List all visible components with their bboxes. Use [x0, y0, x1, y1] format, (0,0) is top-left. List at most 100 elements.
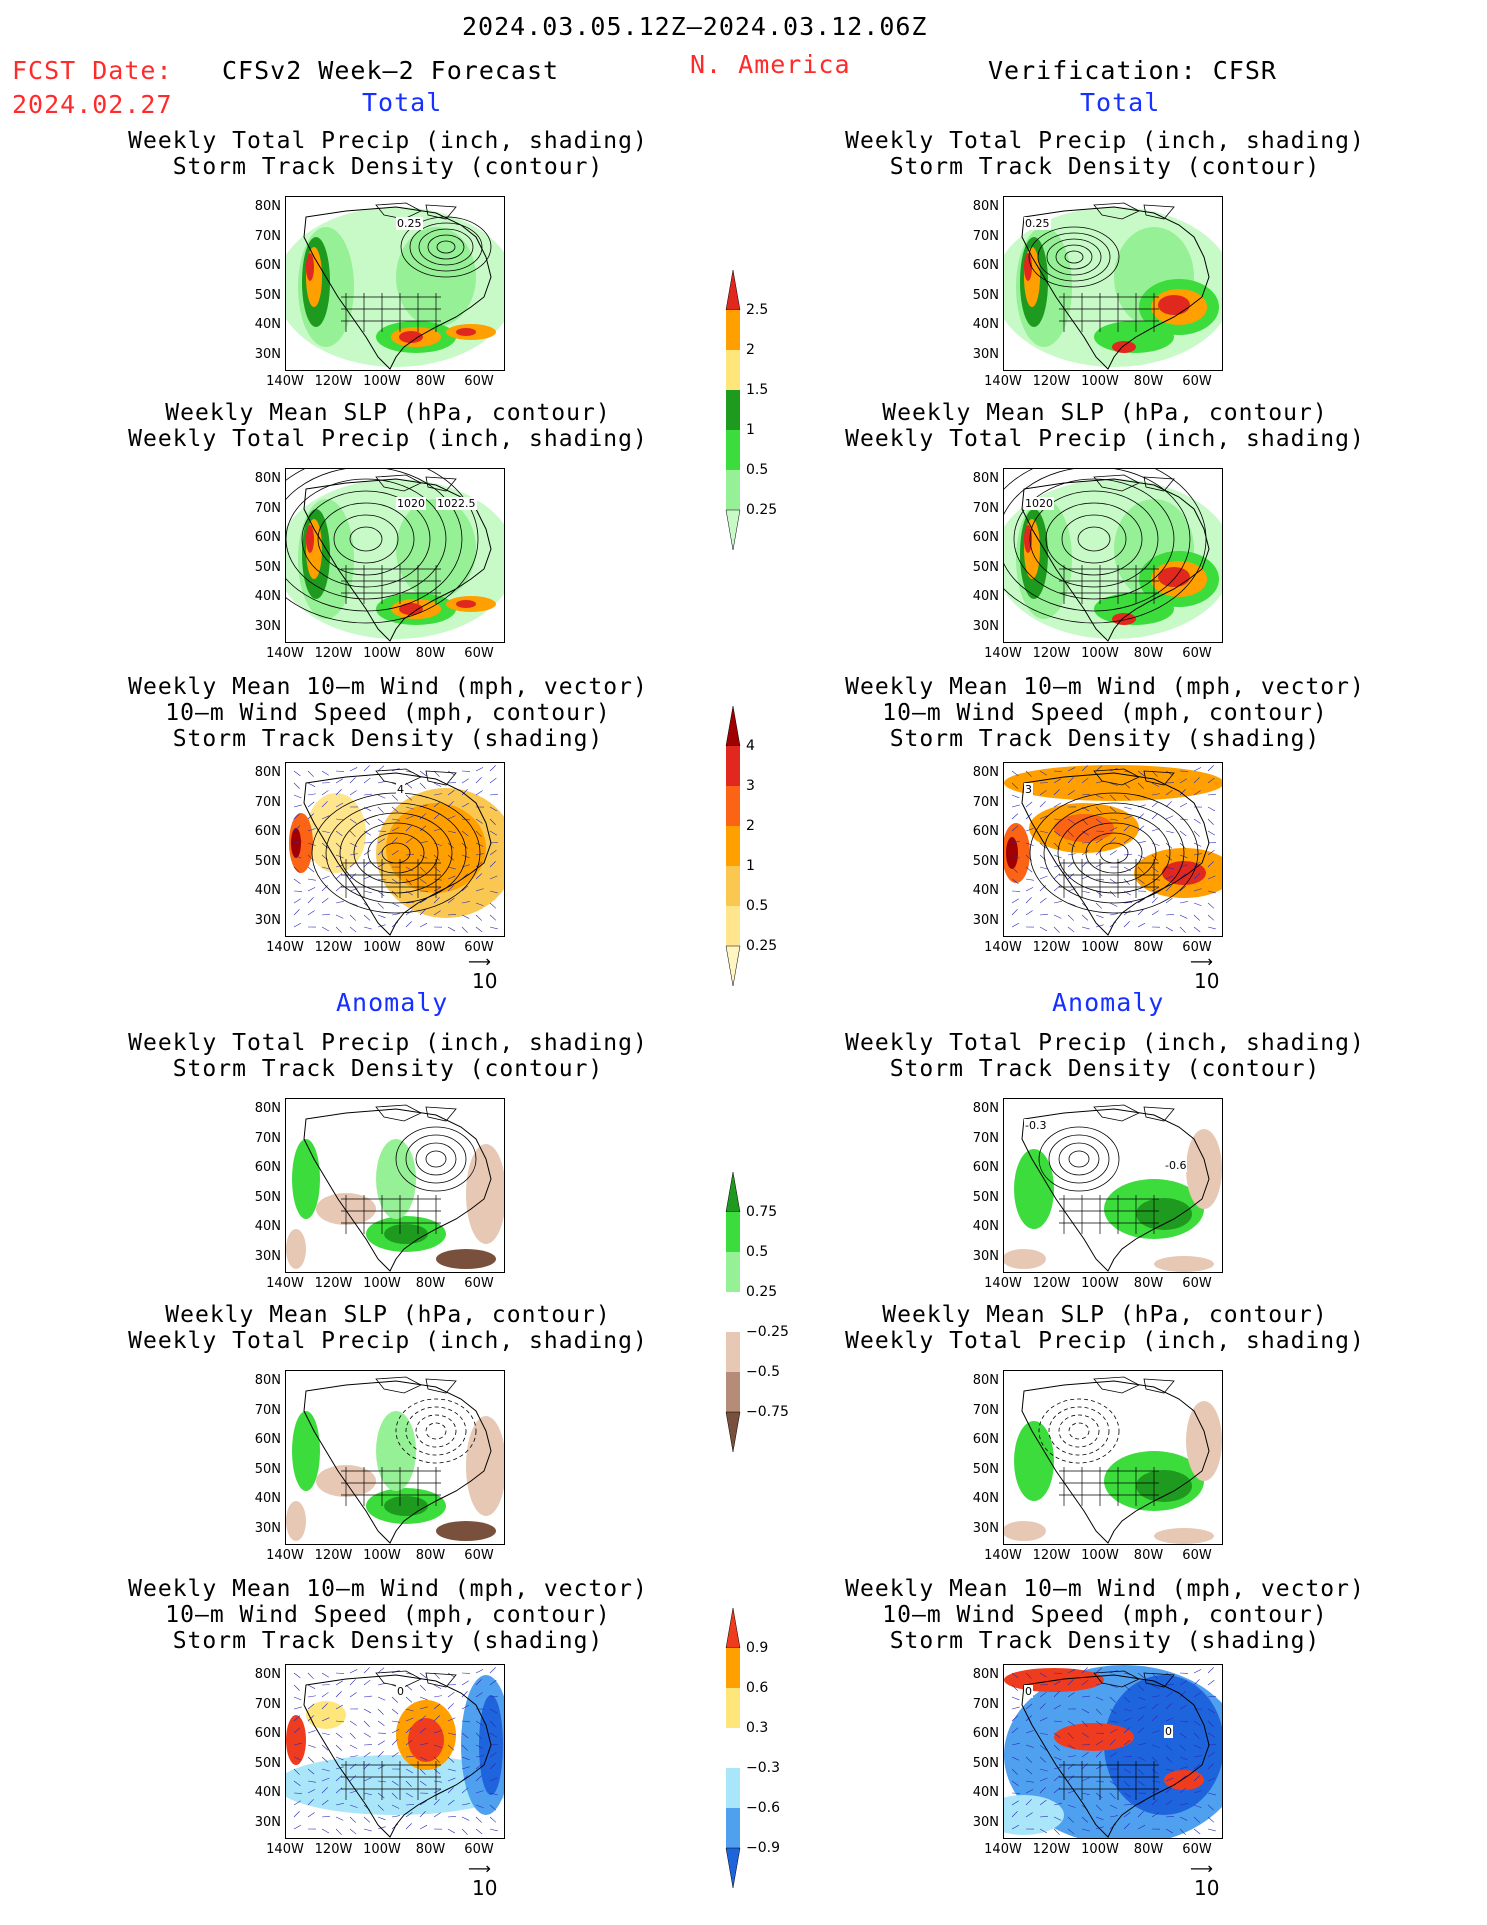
lon-tick-label: 120W	[1032, 646, 1071, 661]
vector-reference: ⟶ 10	[468, 1859, 498, 1901]
lat-tick-label: 60N	[972, 530, 999, 545]
lon-tick-label: 60W	[1182, 940, 1212, 955]
lon-tick-label: 80W	[1133, 1842, 1164, 1857]
contour-label: 1022.5	[436, 497, 477, 510]
colorbar-label: −0.3	[746, 1760, 780, 1776]
lat-tick-label: 30N	[972, 1520, 999, 1536]
lat-tick-label: 60N	[254, 1160, 281, 1175]
vector-reference: ⟶ 10	[468, 952, 498, 994]
fcst-date-label: FCST Date:	[12, 56, 173, 85]
lat-tick-label: 70N	[254, 228, 281, 244]
lat-tick-label: 50N	[972, 287, 999, 303]
lat-tick-label: 30N	[254, 912, 281, 928]
map-panel-precip_track-verification: 0.25	[1003, 196, 1223, 371]
contour-label: -0.6	[1164, 1159, 1188, 1172]
panel-title: Weekly Mean SLP (hPa, contour) Weekly Tot…	[128, 400, 648, 452]
lat-tick-label: 30N	[972, 618, 999, 634]
lat-tick-label: 50N	[254, 287, 281, 303]
lat-tick-label: 70N	[254, 794, 281, 810]
map-panel-a_precip_track-verification: -0.3 -0.6	[1003, 1098, 1223, 1273]
lon-tick-label: 60W	[1182, 1548, 1212, 1563]
panel-title: Weekly Total Precip (inch, shading) Storm…	[128, 128, 648, 180]
lon-tick-label: 140W	[266, 940, 304, 955]
lon-tick-label: 100W	[363, 646, 401, 661]
colorbar-label: 1	[746, 858, 755, 874]
lat-tick-label: 50N	[972, 1461, 999, 1477]
lat-tick-label: 60N	[972, 258, 999, 273]
lon-tick-label: 120W	[314, 940, 353, 955]
lon-tick-label: 80W	[415, 1842, 446, 1857]
lat-tick-label: 80N	[972, 1101, 999, 1116]
lat-tick-label: 80N	[972, 765, 999, 780]
lon-tick-label: 60W	[464, 940, 494, 955]
contour-label: 4	[396, 783, 405, 796]
lon-tick-label: 60W	[1182, 646, 1212, 661]
panel-title: Weekly Mean SLP (hPa, contour) Weekly Tot…	[845, 1302, 1365, 1354]
lat-tick-label: 30N	[254, 1520, 281, 1536]
lon-tick-label: 120W	[314, 1548, 353, 1563]
vector-reference: ⟶ 10	[1190, 952, 1220, 994]
fcst-date: 2024.02.27	[12, 90, 173, 119]
lon-tick-label: 60W	[1182, 1276, 1212, 1291]
lat-tick-label: 40N	[254, 589, 281, 604]
lat-tick-label: 50N	[254, 559, 281, 575]
contour-label: 0.25	[1024, 217, 1051, 230]
panel-title: Weekly Total Precip (inch, shading) Storm…	[845, 1030, 1365, 1082]
colorbar-label: 0.75	[746, 1204, 778, 1220]
contour-label: 0	[1024, 1685, 1033, 1698]
lat-tick-label: 30N	[972, 1248, 999, 1264]
panel-title: Weekly Total Precip (inch, shading) Storm…	[128, 1030, 648, 1082]
lat-tick-label: 50N	[254, 1755, 281, 1771]
lon-tick-label: 60W	[464, 646, 494, 661]
colorbar-label: 0.25	[746, 938, 778, 954]
lat-tick-label: 50N	[254, 853, 281, 869]
lat-tick-label: 80N	[972, 199, 999, 214]
map-panel-a_slp-forecast	[285, 1370, 505, 1545]
lat-tick-label: 30N	[254, 1814, 281, 1830]
lat-tick-label: 30N	[254, 346, 281, 362]
map-panel-slp-verification: 1020	[1003, 468, 1223, 643]
map-panel-wind-forecast: 4	[285, 762, 505, 937]
lat-tick-label: 50N	[972, 559, 999, 575]
map-panel-a_slp-verification	[1003, 1370, 1223, 1545]
lon-tick-label: 60W	[464, 1548, 494, 1563]
colorbar-track_anom	[725, 1607, 741, 1889]
lon-tick-label: 120W	[1032, 374, 1071, 389]
lat-tick-label: 60N	[254, 1726, 281, 1741]
colorbar-label: 2.5	[746, 302, 769, 318]
colorbar-track_total	[725, 705, 741, 987]
vector-reference-value: 10	[1194, 969, 1220, 993]
lat-tick-label: 70N	[254, 1130, 281, 1146]
lon-tick-label: 60W	[1182, 1842, 1212, 1857]
colorbar-label: 2	[746, 342, 755, 358]
section-total-left: Total	[362, 88, 443, 117]
lon-tick-label: 140W	[266, 374, 304, 389]
colorbar-label: 0.6	[746, 1680, 769, 1696]
lon-tick-label: 100W	[1081, 374, 1119, 389]
lat-tick-label: 40N	[254, 883, 281, 898]
colorbar-label: 1.5	[746, 382, 769, 398]
lon-tick-label: 100W	[363, 1276, 401, 1291]
lat-tick-label: 50N	[972, 853, 999, 869]
lat-tick-label: 40N	[972, 1785, 999, 1800]
lon-tick-label: 120W	[314, 646, 353, 661]
lat-tick-label: 40N	[972, 1491, 999, 1506]
lat-tick-label: 50N	[254, 1189, 281, 1205]
lat-tick-label: 40N	[254, 317, 281, 332]
lon-tick-label: 80W	[415, 1276, 446, 1291]
panel-title: Weekly Mean SLP (hPa, contour) Weekly Tot…	[845, 400, 1365, 452]
lat-tick-label: 60N	[972, 1726, 999, 1741]
lon-tick-label: 80W	[1133, 1276, 1164, 1291]
lat-tick-label: 80N	[254, 471, 281, 486]
lat-tick-label: 40N	[972, 317, 999, 332]
lon-tick-label: 60W	[464, 374, 494, 389]
lat-tick-label: 70N	[972, 228, 999, 244]
colorbar-precip_anom	[725, 1171, 741, 1453]
lat-tick-label: 80N	[254, 1101, 281, 1116]
lat-tick-label: 70N	[254, 1402, 281, 1418]
colorbar-label: 0.5	[746, 898, 769, 914]
panel-title: Weekly Total Precip (inch, shading) Storm…	[845, 128, 1365, 180]
lon-tick-label: 120W	[314, 374, 353, 389]
map-panel-slp-forecast: 1020 1022.5	[285, 468, 505, 643]
lat-tick-label: 60N	[254, 824, 281, 839]
